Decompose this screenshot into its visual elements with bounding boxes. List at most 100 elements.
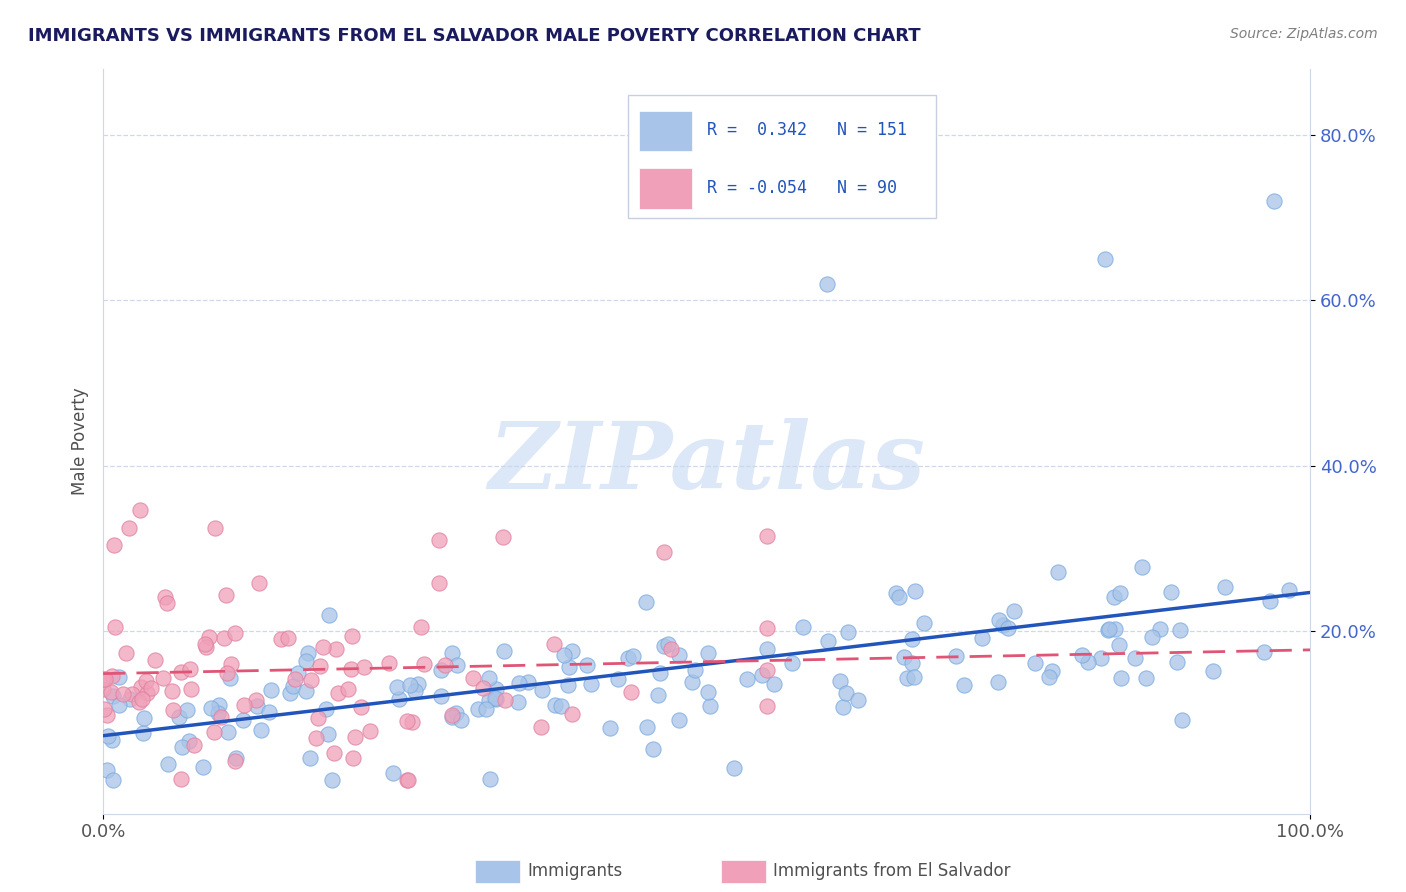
Point [478, 671, 501, 685]
Point [696, 685, 718, 699]
Point [129, 680, 152, 694]
Point [212, 631, 235, 645]
Point [257, 705, 280, 719]
Point [647, 688, 669, 702]
Point [93, 672, 115, 686]
Point [111, 687, 134, 701]
Point [429, 663, 451, 677]
Point [1213, 580, 1236, 594]
Point [1170, 713, 1192, 727]
Text: R = -0.054   N = 90: R = -0.054 N = 90 [707, 178, 897, 197]
Point [434, 658, 457, 673]
Point [91, 682, 114, 697]
Point [170, 665, 193, 679]
Point [475, 702, 498, 716]
Text: R =  0.342   N = 151: R = 0.342 N = 151 [707, 121, 907, 139]
Point [388, 692, 411, 706]
Point [180, 682, 202, 697]
Point [620, 685, 643, 699]
Point [846, 693, 869, 707]
Point [1002, 604, 1025, 618]
Point [307, 711, 329, 725]
Point [247, 576, 270, 591]
Point [756, 621, 779, 635]
Point [472, 681, 495, 695]
Point [1024, 656, 1046, 670]
Point [904, 584, 927, 599]
Point [129, 502, 152, 516]
Point [543, 637, 565, 651]
FancyBboxPatch shape [628, 95, 936, 218]
Point [153, 591, 176, 605]
Point [337, 681, 360, 696]
Point [202, 725, 225, 739]
Point [200, 701, 222, 715]
Point [1040, 664, 1063, 678]
Point [167, 710, 190, 724]
Point [101, 669, 124, 683]
Point [305, 731, 328, 746]
Point [903, 670, 925, 684]
Text: Immigrants from El Salvador: Immigrants from El Salvador [773, 863, 1011, 880]
Point [340, 629, 363, 643]
Point [152, 672, 174, 686]
Point [1108, 638, 1130, 652]
Point [492, 530, 515, 544]
FancyBboxPatch shape [640, 111, 692, 152]
Point [484, 692, 506, 706]
Point [378, 656, 401, 670]
Point [987, 613, 1010, 627]
Point [780, 657, 803, 671]
Point [440, 708, 463, 723]
Point [751, 668, 773, 682]
Point [325, 642, 347, 657]
Point [735, 672, 758, 686]
Point [755, 642, 778, 657]
Point [561, 643, 583, 657]
Point [326, 686, 349, 700]
Point [277, 632, 299, 646]
Point [135, 673, 157, 688]
Point [411, 620, 433, 634]
Point [654, 640, 676, 654]
Point [396, 714, 419, 729]
Point [299, 673, 322, 688]
Point [131, 692, 153, 706]
Point [349, 700, 371, 714]
Point [648, 666, 671, 681]
Point [246, 699, 269, 714]
Point [1130, 560, 1153, 574]
Point [668, 648, 690, 662]
Point [1263, 194, 1285, 208]
Point [128, 696, 150, 710]
Point [342, 750, 364, 764]
Point [195, 640, 218, 654]
Point [278, 686, 301, 700]
Point [723, 761, 745, 775]
Point [295, 684, 318, 698]
Point [636, 720, 658, 734]
Point [204, 521, 226, 535]
Point [401, 714, 423, 729]
Point [621, 649, 644, 664]
Point [463, 671, 485, 685]
Text: Immigrants: Immigrants [527, 863, 623, 880]
Point [309, 659, 332, 673]
Point [550, 698, 572, 713]
Text: IMMIGRANTS VS IMMIGRANTS FROM EL SALVADOR MALE POVERTY CORRELATION CHART: IMMIGRANTS VS IMMIGRANTS FROM EL SALVADO… [28, 27, 921, 45]
Point [641, 742, 664, 756]
Point [993, 617, 1015, 632]
Point [270, 632, 292, 647]
Point [817, 277, 839, 291]
Point [508, 676, 530, 690]
Point [218, 671, 240, 685]
Point [315, 702, 337, 716]
Point [1253, 645, 1275, 659]
Point [896, 671, 918, 685]
Point [1123, 651, 1146, 665]
Point [1097, 622, 1119, 636]
Point [835, 686, 858, 700]
Point [1202, 665, 1225, 679]
Point [103, 620, 125, 634]
Point [1168, 623, 1191, 637]
